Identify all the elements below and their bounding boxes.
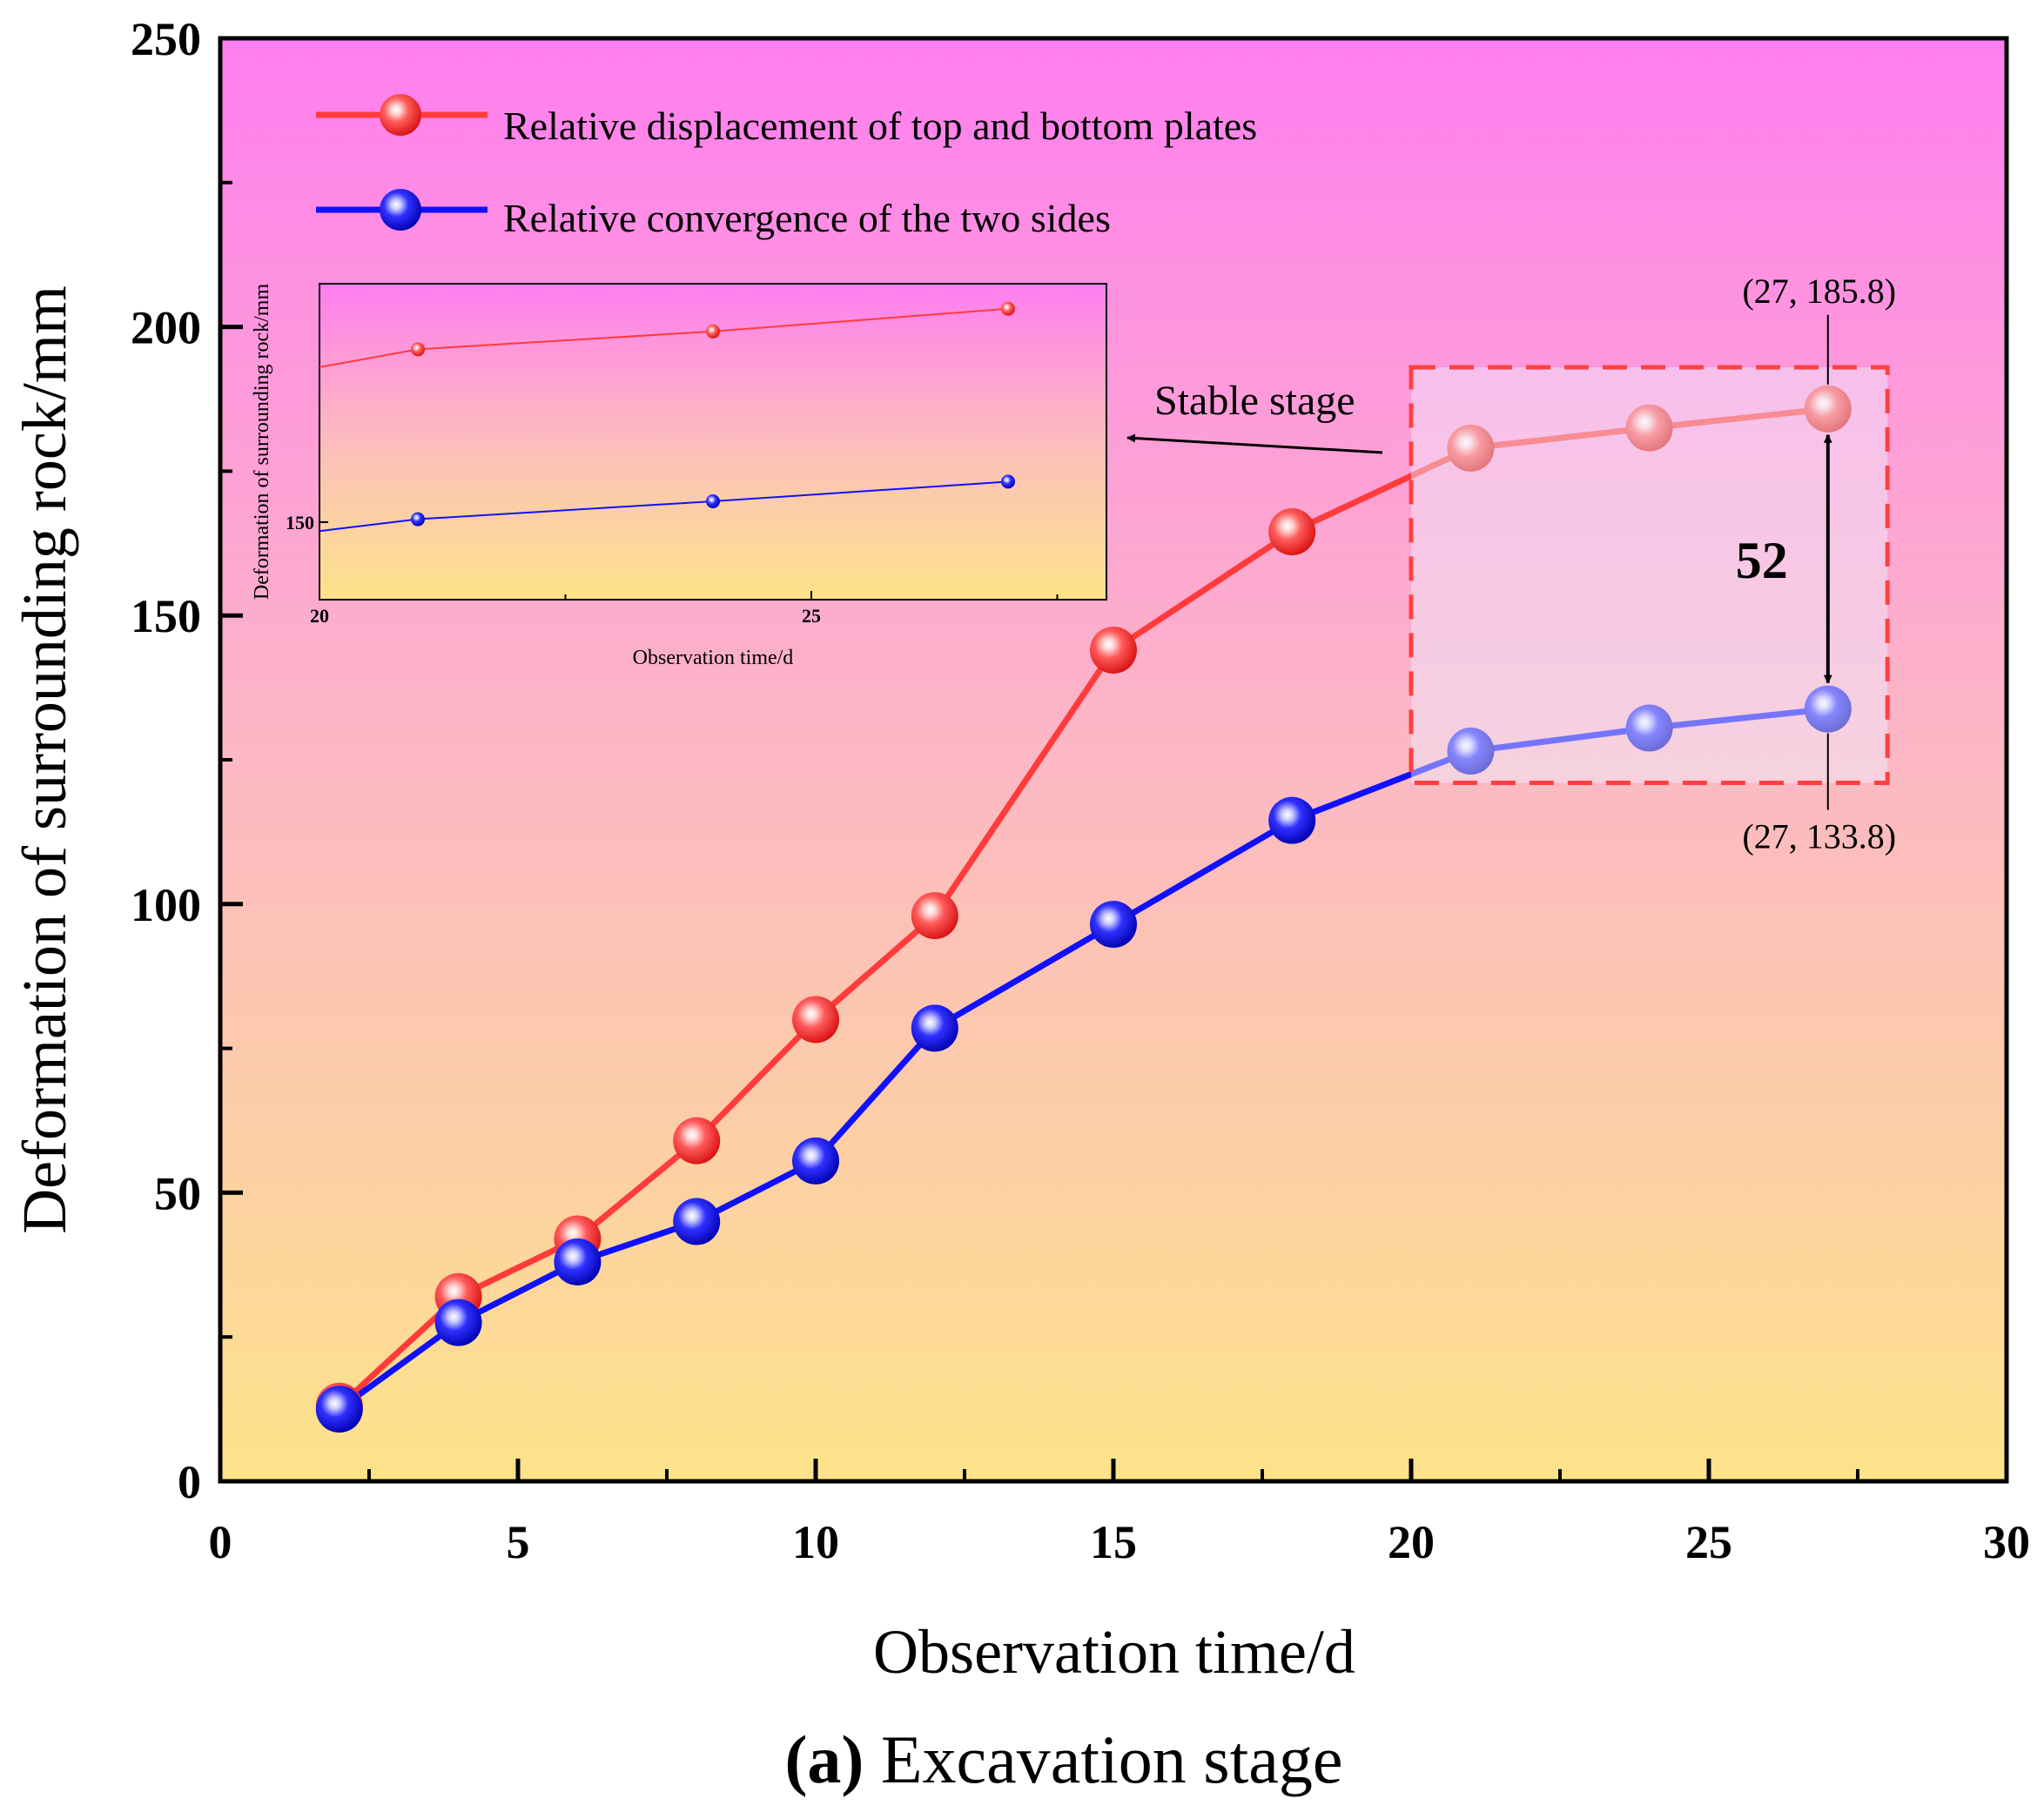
inset-series-line-2 xyxy=(319,480,1009,533)
series-2-point xyxy=(673,1198,721,1245)
legend-marker-red xyxy=(380,94,421,136)
plot-area xyxy=(218,36,2009,1484)
legend-label-red: Relative displacement of top and bottom … xyxy=(503,104,1257,148)
series-2-point xyxy=(792,1137,839,1185)
series-1-point xyxy=(911,892,958,940)
y-tick-label: 50 xyxy=(154,1167,201,1219)
inset-x-axis-title: Observation time/d xyxy=(633,647,794,669)
series-2-point xyxy=(315,1386,363,1433)
series-2-point xyxy=(1625,704,1673,752)
x-tick-label: 5 xyxy=(507,1516,530,1568)
stable-stage-highlight-box xyxy=(1409,365,1890,786)
inset-series-line-1 xyxy=(319,307,1009,368)
x-tick-label: 0 xyxy=(209,1516,232,1568)
inset-x-tick-label: 25 xyxy=(802,605,821,627)
series-2-point xyxy=(1090,901,1137,949)
x-tick-label: 25 xyxy=(1685,1516,1732,1568)
inset-y-tick-label: 150 xyxy=(286,512,314,534)
caption-text: Excavation stage xyxy=(864,1721,1342,1797)
series-2-point xyxy=(1447,728,1495,775)
inset-chart: 20 25 150 Observation time/d Deformation of … xyxy=(251,283,1107,669)
y-tick-label: 250 xyxy=(131,13,201,65)
inset-series-2-point xyxy=(411,512,425,527)
figure-caption: (a) Excavation stage xyxy=(784,1721,1342,1797)
y-axis-title: Deformation of surrounding rock/mm xyxy=(10,285,79,1234)
series-2-point xyxy=(1268,796,1316,844)
series-1-point xyxy=(1090,626,1137,674)
inset-series-2-point xyxy=(706,493,720,508)
stable-stage-arrow xyxy=(1126,433,1383,454)
inset-y-axis-title: Deformation of surrounding rock/mm xyxy=(251,284,273,601)
inset-series-2-point xyxy=(1001,474,1015,489)
bottom-point-label: (27, 133.8) xyxy=(1742,817,1896,856)
legend: Relative displacement of top and bottom … xyxy=(316,94,1257,240)
series-2-point xyxy=(434,1299,482,1346)
series-2-point xyxy=(911,1004,958,1052)
series-2-point xyxy=(554,1238,602,1285)
inset-series-1-point xyxy=(706,324,720,339)
y-tick-label: 100 xyxy=(131,879,201,931)
caption-letter: (a) xyxy=(784,1721,864,1797)
main-plot-layer: 0 5 10 15 20 25 30 0 50 100 150 200 250 xyxy=(131,13,2030,1568)
y-tick-label: 150 xyxy=(131,590,201,642)
stable-stage-label: Stable stage xyxy=(1154,378,1355,424)
series-1-point xyxy=(792,996,839,1044)
series-1-point xyxy=(673,1117,721,1164)
top-point-label: (27, 185.8) xyxy=(1742,272,1896,311)
x-axis-title: Observation time/d xyxy=(873,1617,1355,1687)
x-tick-label: 20 xyxy=(1388,1516,1435,1568)
series-2-point xyxy=(1804,685,1852,733)
y-tick-label: 200 xyxy=(131,302,201,354)
legend-label-blue: Relative convergence of the two sides xyxy=(503,196,1111,240)
x-tick-label: 15 xyxy=(1090,1516,1137,1568)
series-1-point xyxy=(1804,385,1852,433)
x-tick-label: 10 xyxy=(792,1516,839,1568)
inset-series-1-point xyxy=(1001,301,1015,316)
inset-x-tick-label: 20 xyxy=(310,605,329,627)
x-tick-label: 30 xyxy=(1983,1516,2030,1568)
legend-marker-blue xyxy=(380,189,421,231)
series-1-point xyxy=(1625,404,1673,452)
y-tick-label: 0 xyxy=(178,1456,201,1508)
series-1-point xyxy=(1268,508,1316,556)
series-1-point xyxy=(1447,424,1495,472)
gap-value-label: 52 xyxy=(1736,532,1788,589)
inset-series-1-point xyxy=(411,342,425,357)
